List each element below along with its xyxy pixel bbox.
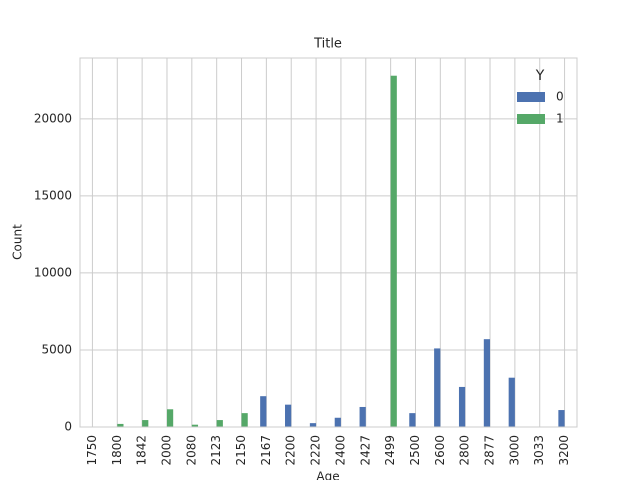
bar (508, 377, 515, 427)
x-axis-label: Age (316, 470, 339, 480)
bar (359, 406, 366, 427)
bar (483, 339, 491, 427)
y-tick-label: 5000 (41, 342, 72, 356)
x-tick-label: 2400 (333, 435, 347, 466)
y-tick-label: 10000 (34, 265, 72, 279)
x-tick-label: 3033 (532, 435, 546, 466)
x-tick-label: 2427 (358, 435, 372, 466)
bar (558, 410, 565, 427)
y-tick-label: 20000 (34, 111, 72, 125)
legend-swatch (517, 114, 545, 124)
bar (390, 75, 397, 427)
y-tick-label: 15000 (34, 188, 72, 202)
legend-label: 1 (556, 112, 564, 126)
y-tick-label: 0 (64, 420, 72, 434)
x-tick-label: 1800 (110, 435, 124, 466)
bar (309, 423, 317, 427)
plot-frame (79, 57, 578, 428)
bar (334, 417, 341, 427)
bar (216, 420, 223, 427)
x-tick-label: 3000 (507, 435, 521, 466)
x-tick-label: 2220 (309, 435, 323, 466)
bar (260, 396, 267, 427)
x-tick-label: 2123 (209, 435, 223, 466)
x-tick-label: 2000 (159, 435, 173, 466)
x-tick-label: 2877 (483, 435, 497, 466)
x-tick-label: 2167 (259, 435, 273, 466)
bar (458, 386, 466, 427)
bar (142, 420, 149, 427)
legend-label: 0 (556, 90, 564, 104)
x-tick-label: 2499 (383, 435, 397, 466)
y-axis-label: Count (11, 224, 25, 260)
bar (409, 413, 416, 427)
x-tick-label: 1750 (85, 435, 99, 466)
x-tick-label: 2080 (184, 435, 198, 466)
bar (434, 348, 441, 427)
bar (117, 423, 124, 427)
bar (241, 413, 248, 427)
x-tick-label: 1842 (135, 435, 149, 466)
x-tick-label: 2150 (234, 435, 248, 466)
x-tick-label: 2500 (408, 435, 422, 466)
x-tick-label: 2800 (458, 435, 472, 466)
bar (191, 424, 199, 427)
legend-swatch (517, 92, 545, 102)
bar (166, 409, 174, 427)
legend-title: Y (535, 68, 545, 84)
bar (285, 404, 292, 427)
x-tick-label: 2600 (433, 435, 447, 466)
x-tick-label: 3200 (557, 435, 571, 466)
chart-title: Title (313, 37, 342, 52)
x-tick-label: 2200 (284, 435, 298, 466)
